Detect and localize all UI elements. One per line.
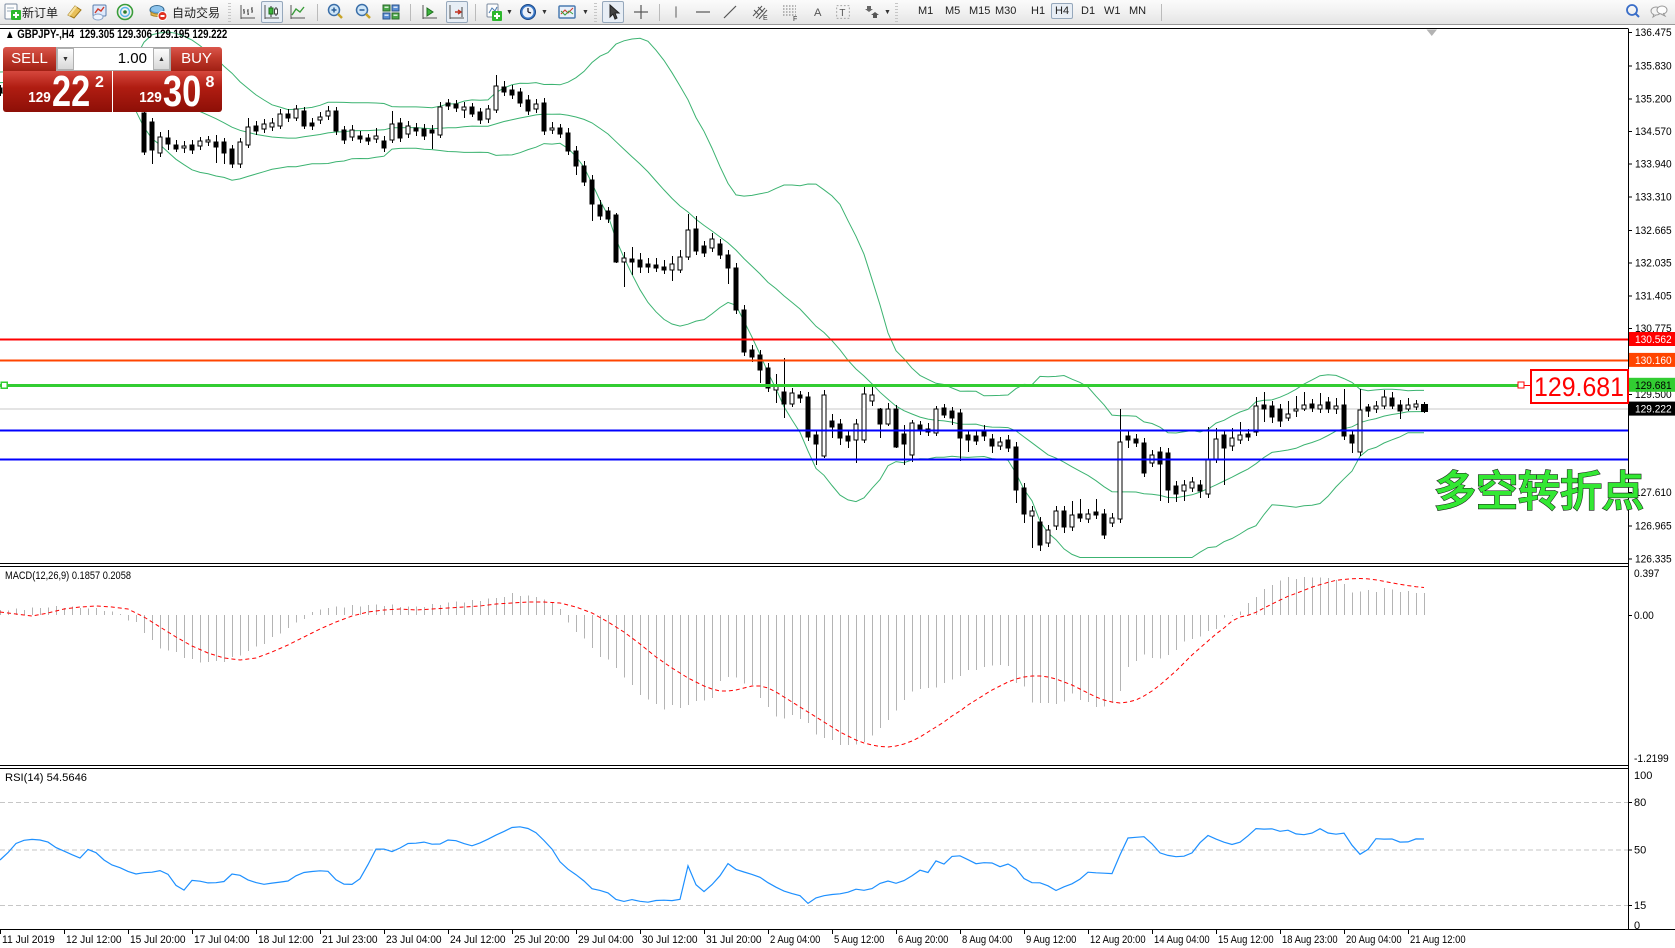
svg-text:21 Aug 12:00: 21 Aug 12:00	[1410, 934, 1466, 946]
svg-text:29 Jul 04:00: 29 Jul 04:00	[578, 934, 634, 946]
svg-text:136.475: 136.475	[1635, 27, 1672, 39]
svg-text:132.665: 132.665	[1635, 225, 1672, 237]
svg-text:30 Jul 12:00: 30 Jul 12:00	[642, 934, 698, 946]
svg-text:24 Jul 12:00: 24 Jul 12:00	[450, 934, 506, 946]
svg-text:129.681: 129.681	[1635, 380, 1672, 392]
svg-text:135.200: 135.200	[1635, 93, 1672, 105]
svg-text:130.160: 130.160	[1635, 355, 1672, 367]
svg-text:127.610: 127.610	[1635, 487, 1672, 499]
svg-text:31 Jul 20:00: 31 Jul 20:00	[706, 934, 762, 946]
svg-text:E: E	[763, 15, 768, 22]
svg-text:133.940: 133.940	[1635, 159, 1672, 171]
svg-text:126.965: 126.965	[1635, 521, 1672, 533]
svg-text:MACD(12,26,9) 0.1857 0.2058: MACD(12,26,9) 0.1857 0.2058	[5, 570, 131, 582]
svg-text:25 Jul 20:00: 25 Jul 20:00	[514, 934, 570, 946]
svg-text:5 Aug 12:00: 5 Aug 12:00	[834, 934, 884, 946]
svg-text:15 Aug 12:00: 15 Aug 12:00	[1218, 934, 1274, 946]
svg-text:132.035: 132.035	[1635, 258, 1672, 270]
svg-text:17 Jul 04:00: 17 Jul 04:00	[194, 934, 250, 946]
svg-text:135.830: 135.830	[1635, 61, 1672, 73]
svg-text:131.405: 131.405	[1635, 290, 1672, 302]
svg-text:133.310: 133.310	[1635, 191, 1672, 203]
svg-text:18 Jul 12:00: 18 Jul 12:00	[258, 934, 314, 946]
svg-text:2 Aug 04:00: 2 Aug 04:00	[770, 934, 820, 946]
svg-text:134.570: 134.570	[1635, 126, 1672, 138]
svg-text:0.397: 0.397	[1634, 568, 1659, 580]
svg-text:129.681: 129.681	[1534, 372, 1624, 402]
svg-text:15 Jul 20:00: 15 Jul 20:00	[130, 934, 186, 946]
svg-text:12 Jul 12:00: 12 Jul 12:00	[66, 934, 122, 946]
svg-text:11 Jul 2019: 11 Jul 2019	[2, 934, 55, 946]
svg-text:15: 15	[1634, 900, 1646, 912]
svg-text:18 Aug 23:00: 18 Aug 23:00	[1282, 934, 1338, 946]
svg-text:20 Aug 04:00: 20 Aug 04:00	[1346, 934, 1402, 946]
svg-text:0.00: 0.00	[1634, 610, 1654, 622]
svg-text:A: A	[814, 7, 822, 19]
svg-text:6 Aug 20:00: 6 Aug 20:00	[898, 934, 948, 946]
svg-text:T: T	[839, 8, 845, 19]
svg-text:0: 0	[1634, 920, 1640, 932]
svg-text:14 Aug 04:00: 14 Aug 04:00	[1154, 934, 1210, 946]
svg-text:129.500: 129.500	[1635, 389, 1672, 401]
svg-text:23 Jul 04:00: 23 Jul 04:00	[386, 934, 442, 946]
svg-text:-1.2199: -1.2199	[1634, 753, 1669, 765]
svg-text:130.562: 130.562	[1635, 334, 1672, 346]
svg-text:129.222: 129.222	[1635, 404, 1672, 416]
svg-text:12 Aug 20:00: 12 Aug 20:00	[1090, 934, 1146, 946]
svg-text:50: 50	[1634, 845, 1646, 857]
svg-text:8 Aug 04:00: 8 Aug 04:00	[962, 934, 1012, 946]
svg-text:80: 80	[1634, 797, 1646, 809]
svg-text:F: F	[793, 16, 797, 22]
svg-text:100: 100	[1634, 770, 1652, 782]
svg-text:21 Jul 23:00: 21 Jul 23:00	[322, 934, 378, 946]
svg-text:126.335: 126.335	[1635, 553, 1672, 565]
svg-text:多空转折点: 多空转折点	[1434, 468, 1644, 515]
svg-text:9 Aug 12:00: 9 Aug 12:00	[1026, 934, 1076, 946]
svg-text:RSI(14) 54.5646: RSI(14) 54.5646	[5, 772, 87, 784]
